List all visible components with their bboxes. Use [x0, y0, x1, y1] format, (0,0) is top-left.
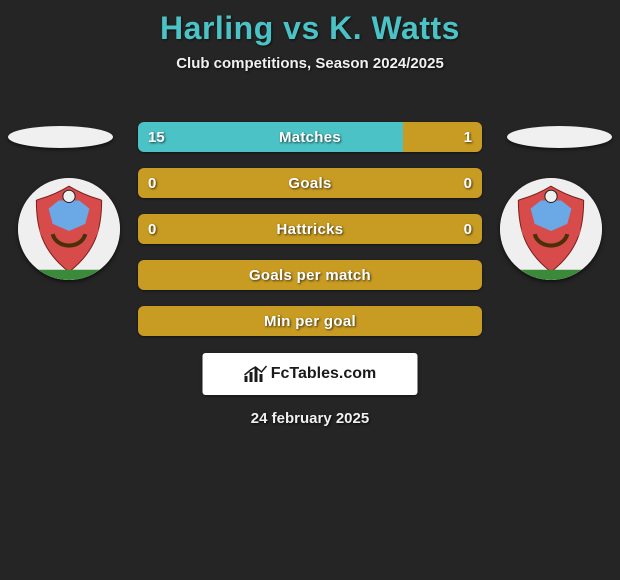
- stat-row: 00Hattricks: [138, 214, 482, 244]
- date-label: 24 february 2025: [0, 410, 620, 427]
- stat-label: Matches: [138, 122, 482, 152]
- vs-separator: vs: [283, 10, 320, 46]
- stat-row: Min per goal: [138, 306, 482, 336]
- stat-label: Min per goal: [138, 306, 482, 336]
- avatar-placeholder-right: [507, 126, 612, 148]
- subtitle: Club competitions, Season 2024/2025: [0, 55, 620, 72]
- page-title: Harling vs K. Watts: [0, 0, 620, 55]
- avatar-placeholder-left: [8, 126, 113, 148]
- stat-label: Hattricks: [138, 214, 482, 244]
- bar-chart-icon: [244, 364, 268, 384]
- stat-row: Goals per match: [138, 260, 482, 290]
- stats-container: 151Matches 00Goals 00Hattricks Goals per ma…: [138, 122, 482, 352]
- stat-label: Goals: [138, 168, 482, 198]
- brand-logo: FcTables.com: [203, 353, 418, 395]
- player-right-name: K. Watts: [329, 10, 460, 46]
- player-left-name: Harling: [160, 10, 274, 46]
- brand-text: FcTables.com: [271, 365, 377, 383]
- stat-row: 00Goals: [138, 168, 482, 198]
- stat-row: 151Matches: [138, 122, 482, 152]
- stat-label: Goals per match: [138, 260, 482, 290]
- club-badge-left: [18, 178, 120, 280]
- club-badge-right: [500, 178, 602, 280]
